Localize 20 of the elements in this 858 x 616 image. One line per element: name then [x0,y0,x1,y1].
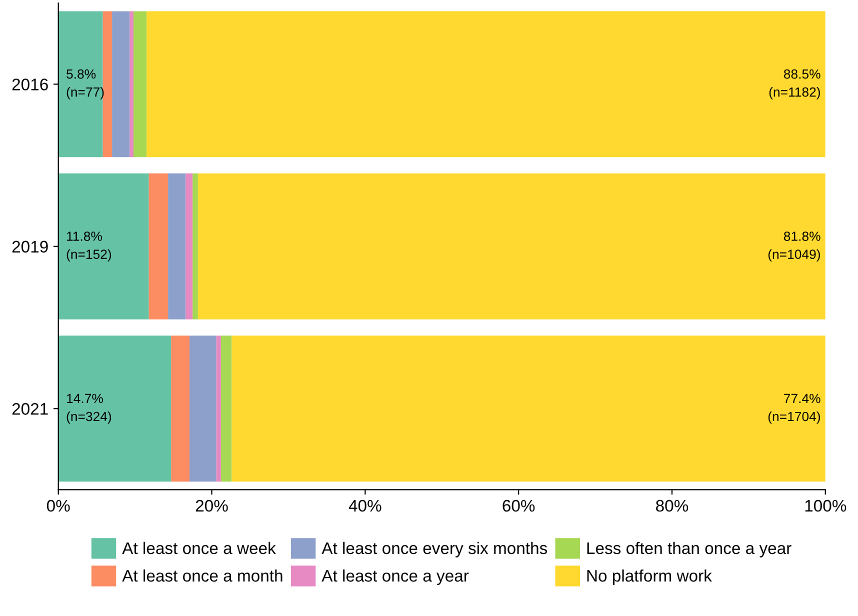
legend-label: Less often than once a year [587,542,792,558]
x-tick-label: 60% [502,500,535,512]
x-tick-label: 80% [656,500,688,512]
legend-label: At least once a year [322,569,469,585]
data-label: 14.7% (n=324) [66,394,112,424]
data-label: 11.8% (n=152) [66,232,112,262]
y-tick-label: 2016 [12,78,48,90]
y-tick-label: 2021 [12,403,48,415]
legend-label: At least once every six months [322,542,548,558]
legend-label: No platform work [587,569,712,585]
x-tick-label: 40% [348,500,382,512]
y-tick-label: 2019 [12,240,48,253]
data-label: 81.8% (n=1049) [768,232,820,262]
x-tick-label: 0% [46,500,70,512]
legend-label: At least once a month [122,569,282,582]
data-label: 88.5% (n=1182) [769,69,820,100]
x-tick-label: 100% [805,500,846,512]
legend-label: At least once a week [122,542,276,554]
data-label: 77.4% (n=1704) [768,394,820,424]
x-tick-label: 20% [196,500,228,512]
